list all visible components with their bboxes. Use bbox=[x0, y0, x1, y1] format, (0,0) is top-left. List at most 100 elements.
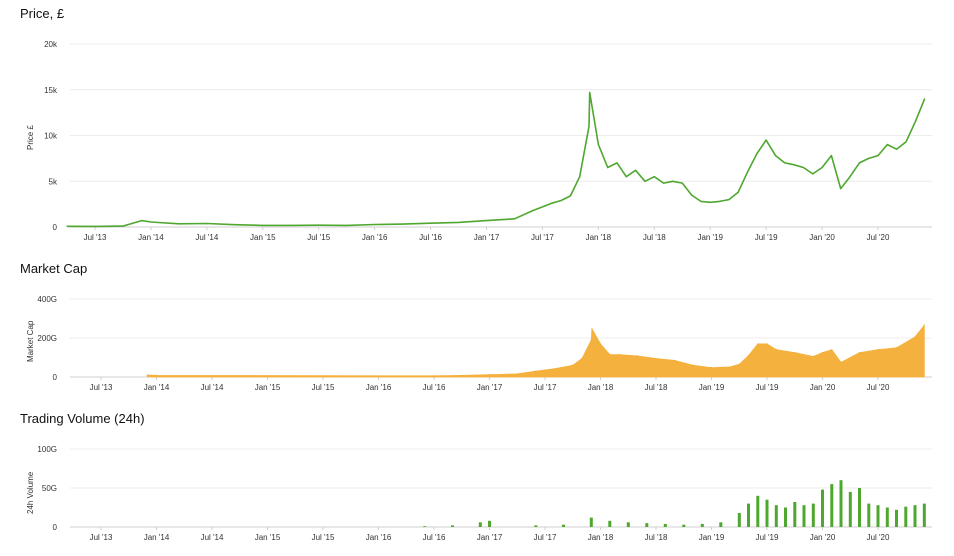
marketcap-area bbox=[146, 324, 925, 378]
marketcap-point bbox=[618, 354, 620, 356]
volume-bar bbox=[802, 505, 806, 527]
x-tick-label: Jan '15 bbox=[250, 233, 276, 242]
x-tick-label: Jul '17 bbox=[531, 233, 554, 242]
marketcap-point bbox=[433, 375, 435, 377]
volume-bar bbox=[663, 523, 667, 527]
price-point bbox=[616, 162, 618, 164]
volume-bar bbox=[913, 505, 917, 527]
price-point bbox=[588, 125, 590, 127]
marketcap-point bbox=[822, 352, 823, 354]
x-tick-label: Jul '13 bbox=[90, 533, 113, 542]
price-point bbox=[914, 121, 916, 123]
volume-bar bbox=[451, 525, 454, 527]
volume-bar bbox=[811, 503, 815, 527]
price-point bbox=[589, 91, 591, 94]
price-point bbox=[374, 223, 376, 226]
price-point bbox=[774, 155, 777, 157]
x-tick-label: Jul '18 bbox=[645, 383, 668, 392]
x-tick-label: Jan '18 bbox=[588, 383, 614, 392]
x-tick-label: Jan '14 bbox=[144, 383, 170, 392]
marketcap-point bbox=[146, 374, 148, 376]
price-point bbox=[868, 157, 870, 159]
x-tick-label: Jan '19 bbox=[699, 533, 725, 542]
price-point bbox=[318, 224, 320, 226]
x-tick-label: Jul '15 bbox=[312, 533, 335, 542]
volume-bar bbox=[589, 517, 593, 527]
marketcap-point bbox=[840, 361, 842, 363]
marketcap-point bbox=[748, 355, 749, 357]
price-point bbox=[178, 223, 180, 225]
x-tick-label: Jan '18 bbox=[588, 533, 614, 542]
x-tick-label: Jan '15 bbox=[255, 533, 281, 542]
x-tick-label: Jul '13 bbox=[90, 383, 113, 392]
x-tick-label: Jan '20 bbox=[810, 533, 836, 542]
marketcap-point bbox=[156, 374, 157, 376]
x-tick-label: Jul '19 bbox=[756, 533, 779, 542]
volume-bar bbox=[876, 505, 880, 527]
price-point bbox=[532, 209, 534, 212]
marketcap-point bbox=[461, 374, 463, 376]
price-point bbox=[560, 199, 562, 202]
x-tick-label: Jul '20 bbox=[867, 233, 890, 242]
price-point bbox=[765, 139, 767, 141]
price-point bbox=[663, 182, 665, 184]
x-tick-label: Jan '14 bbox=[138, 233, 164, 242]
price-point bbox=[691, 194, 693, 196]
marketcap-point bbox=[711, 367, 712, 369]
marketcap-point bbox=[600, 343, 601, 345]
price-point bbox=[402, 223, 404, 225]
volume-bar bbox=[774, 505, 778, 527]
price-point bbox=[94, 225, 96, 227]
price-series-line bbox=[66, 91, 926, 228]
y-tick-label: 15k bbox=[44, 86, 58, 95]
price-point bbox=[672, 180, 674, 182]
price-point bbox=[756, 153, 758, 155]
price-point bbox=[896, 148, 898, 150]
marketcap-point bbox=[489, 374, 490, 376]
price-point bbox=[485, 220, 488, 222]
price-point bbox=[718, 200, 721, 202]
volume-chart-title: Trading Volume (24h) bbox=[20, 411, 145, 426]
price-point bbox=[597, 144, 600, 146]
x-tick-label: Jul '16 bbox=[423, 533, 446, 542]
volume-bar bbox=[423, 526, 427, 527]
price-point bbox=[653, 176, 655, 178]
price-point bbox=[290, 224, 292, 226]
price-point bbox=[457, 221, 460, 223]
price-point bbox=[66, 225, 68, 227]
marketcap-point bbox=[692, 364, 694, 366]
marketcap-point bbox=[896, 347, 897, 349]
price-point bbox=[569, 195, 572, 197]
x-tick-label: Jan '20 bbox=[809, 233, 835, 242]
volume-bar bbox=[719, 522, 723, 527]
price-point bbox=[709, 201, 711, 203]
volume-bar bbox=[700, 523, 704, 527]
price-point bbox=[625, 176, 627, 178]
x-tick-label: Jul '14 bbox=[195, 233, 218, 242]
x-tick-label: Jan '17 bbox=[477, 383, 503, 392]
price-point bbox=[551, 202, 553, 204]
volume-bar bbox=[765, 499, 769, 527]
price-point bbox=[905, 141, 907, 143]
marketcap-point bbox=[609, 354, 611, 356]
volume-bar bbox=[839, 480, 843, 527]
volume-bar bbox=[645, 523, 649, 527]
marketcap-point bbox=[923, 324, 925, 326]
marketcap-point bbox=[914, 336, 916, 338]
x-tick-label: Jan '16 bbox=[366, 383, 392, 392]
price-point bbox=[150, 221, 152, 223]
x-tick-label: Jan '17 bbox=[477, 533, 503, 542]
x-tick-label: Jan '16 bbox=[366, 533, 392, 542]
volume-bar bbox=[858, 488, 861, 527]
volume-bar bbox=[904, 506, 908, 527]
marketcap-point bbox=[831, 349, 833, 351]
x-tick-label: Jul '13 bbox=[84, 233, 107, 242]
x-tick-label: Jul '15 bbox=[307, 233, 330, 242]
marketcap-point bbox=[775, 349, 777, 351]
volume-bar bbox=[608, 520, 612, 527]
x-tick-label: Jul '19 bbox=[755, 233, 778, 242]
y-tick-label: 0 bbox=[53, 373, 58, 382]
x-tick-label: Jan '19 bbox=[699, 383, 725, 392]
volume-bar bbox=[488, 520, 491, 527]
